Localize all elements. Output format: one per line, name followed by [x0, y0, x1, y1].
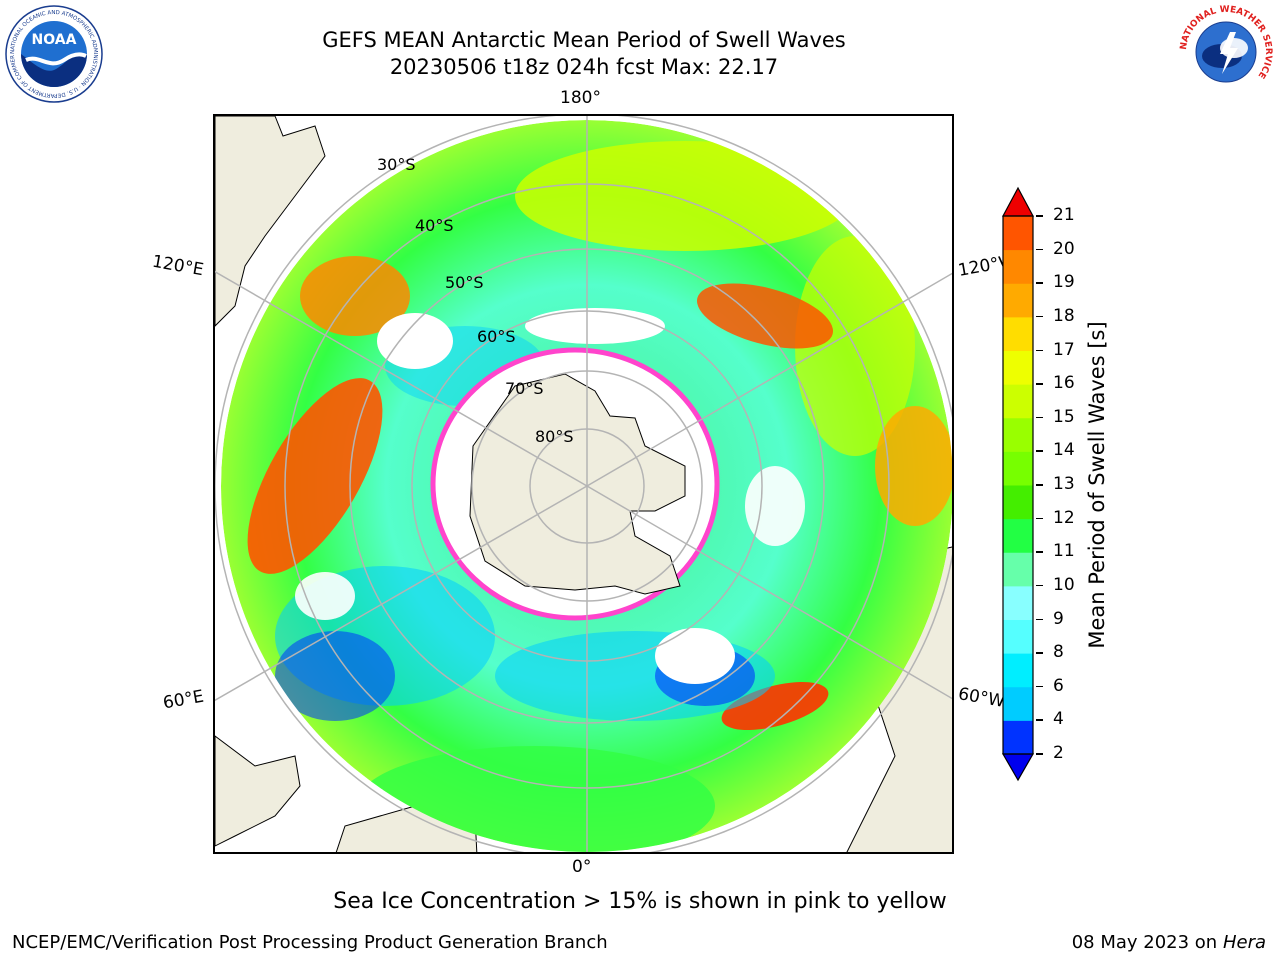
- colorbar-tick-label: 4: [1053, 709, 1064, 730]
- colorbar-tick-label: 10: [1053, 574, 1075, 595]
- colorbar-tick-label: 9: [1053, 608, 1064, 629]
- colorbar-tick-label: 6: [1053, 675, 1064, 696]
- colorbar-segment: [1003, 619, 1033, 654]
- lon-label-60w: 60°W: [956, 684, 1007, 712]
- system-name: Hera: [1222, 932, 1266, 953]
- colorbar: [1001, 186, 1035, 782]
- colorbar-segment: [1003, 686, 1033, 721]
- colorbar-tick-label: 11: [1053, 541, 1075, 562]
- map-frame: 30°S 40°S 50°S 60°S 70°S 80°S: [213, 114, 954, 854]
- colorbar-segment: [1003, 518, 1033, 553]
- colorbar-tick-mark: [1036, 450, 1043, 452]
- colorbar-tick-mark: [1036, 248, 1043, 251]
- colorbar-tick-mark: [1036, 215, 1043, 217]
- lat-label-70s: 70°S: [505, 379, 544, 398]
- colorbar-segment: [1003, 552, 1033, 587]
- lat-label-80s: 80°S: [535, 427, 574, 446]
- colorbar-tick-mark: [1036, 315, 1043, 318]
- colorbar-tick-mark: [1036, 685, 1043, 688]
- colorbar-tick-mark: [1036, 618, 1043, 620]
- colorbar-label: Mean Period of Swell Waves [s]: [1085, 321, 1109, 649]
- colorbar-segment: [1003, 417, 1033, 452]
- run-date-text: 08 May 2023 on: [1071, 932, 1218, 953]
- colorbar-tick-mark: [1036, 282, 1043, 284]
- colorbar-tick-label: 2: [1053, 743, 1064, 763]
- colorbar-tick-label: 14: [1053, 440, 1075, 461]
- colorbar-tick-mark: [1036, 349, 1043, 351]
- sea-ice-note: Sea Ice Concentration > 15% is shown in …: [333, 889, 947, 914]
- colorbar-segment: [1003, 720, 1033, 755]
- colorbar-tick-label: 16: [1053, 373, 1075, 394]
- colorbar-tick-label: 18: [1053, 305, 1075, 326]
- colorbar-tick-mark: [1036, 484, 1043, 486]
- colorbar-tick-label: 15: [1053, 406, 1075, 427]
- colorbar-tick-label: 19: [1053, 272, 1075, 293]
- colorbar-segment: [1003, 316, 1033, 351]
- colorbar-segment: [1003, 216, 1033, 251]
- colorbar-segment: [1003, 451, 1033, 486]
- noaa-logo: NATIONAL OCEANIC AND ATMOSPHERIC ADMINIS…: [4, 4, 103, 103]
- lon-label-120e: 120°E: [150, 251, 206, 281]
- colorbar-segment: [1003, 350, 1033, 385]
- polar-map: 30°S 40°S 50°S 60°S 70°S 80°S: [215, 116, 952, 852]
- lat-label-60s: 60°S: [477, 327, 516, 346]
- colorbar-tick-mark: [1036, 416, 1043, 419]
- colorbar-segment: [1003, 653, 1033, 688]
- colorbar-tick-mark: [1036, 584, 1043, 587]
- graticule: [215, 116, 952, 852]
- noaa-text: NOAA: [32, 32, 77, 48]
- colorbar-tick-label: 12: [1053, 507, 1075, 528]
- chart-subtitle: 20230506 t18z 024h fcst Max: 22.17: [389, 55, 779, 79]
- colorbar-tick-label: 8: [1053, 642, 1064, 663]
- colorbar-tick-label: 13: [1053, 474, 1075, 494]
- producer-credit: NCEP/EMC/Verification Post Processing Pr…: [12, 932, 608, 953]
- lon-label-180: 180°: [560, 88, 601, 108]
- colorbar-tick-mark: [1036, 652, 1043, 654]
- colorbar-segment: [1003, 585, 1033, 620]
- nws-logo: NATIONAL WEATHER SERVICE: [1178, 4, 1274, 100]
- chart-title: GEFS MEAN Antarctic Mean Period of Swell…: [322, 28, 846, 52]
- colorbar-segment: [1003, 249, 1033, 284]
- colorbar-tick-mark: [1036, 383, 1043, 385]
- colorbar-segment: [1003, 384, 1033, 419]
- colorbar-segment: [1003, 485, 1033, 520]
- lat-label-30s: 30°S: [377, 155, 416, 174]
- colorbar-tick-mark: [1036, 551, 1043, 553]
- colorbar-tick-label: 21: [1053, 205, 1075, 225]
- lon-label-60e: 60°E: [161, 686, 206, 714]
- colorbar-tick-label: 20: [1053, 238, 1075, 259]
- colorbar-tick-mark: [1036, 753, 1043, 755]
- colorbar-tick-label: 17: [1053, 339, 1075, 360]
- lat-label-50s: 50°S: [445, 273, 484, 292]
- run-date: 08 May 2023 on Hera: [1072, 932, 1266, 953]
- colorbar-tick-mark: [1036, 719, 1043, 721]
- lat-label-40s: 40°S: [415, 216, 454, 235]
- lon-label-0: 0°: [572, 857, 592, 877]
- colorbar-tick-mark: [1036, 517, 1043, 520]
- colorbar-segment: [1003, 283, 1033, 318]
